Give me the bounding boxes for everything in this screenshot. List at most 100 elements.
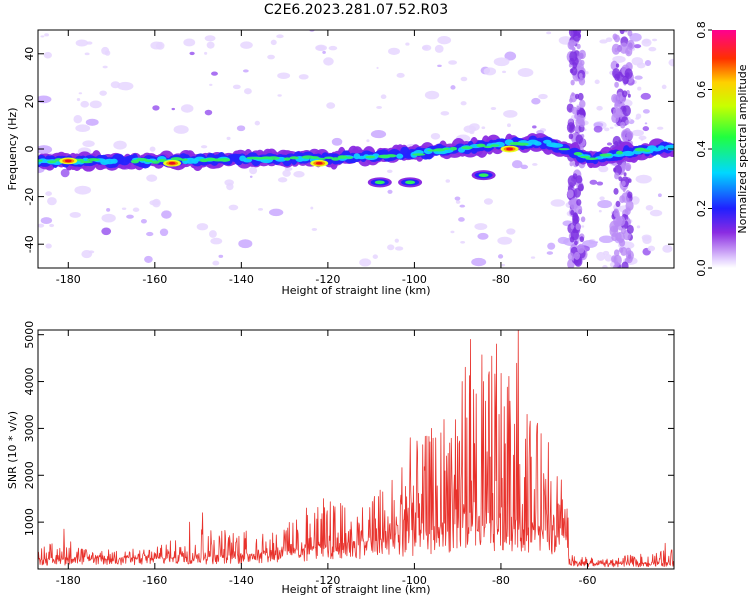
spectrogram-speckle xyxy=(434,44,444,53)
spectrogram-band-blob xyxy=(144,159,153,163)
spectrogram-speckle xyxy=(210,237,223,245)
spectrogram-noise-column xyxy=(573,187,582,198)
spectrogram-speckle xyxy=(656,126,664,130)
spectrogram-speckle xyxy=(267,54,275,60)
spectrogram-noise-column xyxy=(567,252,575,261)
spectrogram-peak xyxy=(168,161,176,165)
spectrogram-noise-column xyxy=(579,59,585,66)
spectrogram-noise-column xyxy=(621,261,629,268)
spectrogram-band-blob xyxy=(490,144,500,147)
spectrogram-speckle xyxy=(598,165,609,173)
spectrogram-speckle xyxy=(121,207,127,210)
spectrogram-speckle xyxy=(501,263,506,267)
spectrogram-speckle xyxy=(171,107,176,111)
spectrogram-band-blob xyxy=(317,157,326,161)
spectrogram-speckle xyxy=(648,46,657,52)
snr-x-tick-label: -60 xyxy=(578,574,596,587)
spectrogram-noise-column xyxy=(621,180,626,187)
spectrogram-speckle xyxy=(604,127,610,132)
spectrogram-speckle xyxy=(282,169,291,177)
spectrogram-speckle xyxy=(82,140,95,147)
spectrogram-speckle xyxy=(146,231,154,237)
spectrogram-speckle xyxy=(589,179,598,185)
spectrogram-secondary-feature xyxy=(405,180,416,185)
spectrogram-speckle xyxy=(132,207,140,212)
spectrogram-axes: -180 -160 -140 -120 -100 -80 -60 -40 -20 0 20 40 xyxy=(23,30,674,286)
spectrogram-band-blob xyxy=(130,159,140,164)
spectrogram-speckle xyxy=(380,94,387,100)
spectrogram-band-blob xyxy=(558,147,570,151)
spectrogram-speckle xyxy=(359,258,372,267)
spectrogram-speckle xyxy=(102,65,108,69)
spectrogram-speckle xyxy=(641,234,652,241)
spectrogram-speckle xyxy=(483,67,497,76)
colorbar-label: Normalized spectral amplitude xyxy=(736,64,749,233)
spectrogram-speckle xyxy=(483,198,493,205)
snr-y-tick-label: 5000 xyxy=(23,321,36,349)
spectrogram-speckle xyxy=(366,139,370,143)
spectrogram-speckle xyxy=(661,84,667,90)
spectrogram-speckle xyxy=(232,84,241,90)
spectrogram-speckle xyxy=(640,92,651,100)
spectrogram-speckle xyxy=(477,232,489,240)
spectrogram-band-blob xyxy=(346,156,353,159)
spectrogram-noise-column xyxy=(613,34,620,43)
spectrogram-band-blob xyxy=(385,154,397,158)
spectrogram-speckle xyxy=(437,64,442,68)
spectrogram-speckle xyxy=(630,196,640,205)
spectrogram-noise-column xyxy=(578,72,583,79)
spectrogram-speckle xyxy=(226,182,234,191)
spectrogram-speckle xyxy=(596,181,604,186)
spectrogram-speckle xyxy=(40,35,45,38)
spectrogram-speckle xyxy=(634,75,643,80)
spectrogram-band-blob xyxy=(573,151,583,156)
spectrogram-speckle xyxy=(80,100,90,108)
spectrogram-noise-column xyxy=(572,31,581,42)
spectrogram-band-blob xyxy=(80,160,93,164)
spectrogram-band-blob xyxy=(664,144,674,151)
spectrogram-noise-column xyxy=(570,79,575,86)
spectrogram-peak xyxy=(64,159,72,163)
spectrogram-speckle xyxy=(144,255,153,263)
spectrogram-band-blob xyxy=(585,157,599,161)
spectrogram-speckle xyxy=(218,254,224,258)
spectrogram-speckle xyxy=(69,212,81,218)
spectrogram-speckle xyxy=(662,244,673,253)
spectrogram-noise-column xyxy=(571,92,575,97)
snr-series-line xyxy=(38,330,674,568)
spectrogram-speckle xyxy=(277,177,288,183)
snr-x-tick-label: -100 xyxy=(402,574,427,587)
spectrogram-speckle xyxy=(244,88,252,95)
spectrogram-speckle xyxy=(635,174,652,184)
spectrogram-speckle xyxy=(454,196,461,201)
spectrogram-speckle xyxy=(49,223,55,228)
spectrogram-noise-column xyxy=(617,215,626,227)
spectrogram-x-tick-label: -100 xyxy=(402,273,427,286)
spectrogram-speckle xyxy=(490,106,497,111)
spectrogram-speckle xyxy=(254,120,260,126)
spectrogram-speckle xyxy=(173,125,189,134)
spectrogram-noise-column xyxy=(612,226,618,233)
spectrogram-speckle xyxy=(387,244,395,251)
spectrogram-speckle xyxy=(84,52,90,56)
spectrogram-band-blob xyxy=(86,158,100,162)
spectrogram-band-blob xyxy=(219,158,231,162)
spectrogram-speckle xyxy=(276,34,284,39)
spectrogram-band-blob xyxy=(658,145,665,150)
snr-x-tick-label: -120 xyxy=(315,574,340,587)
spectrogram-speckle xyxy=(520,164,529,170)
spectrogram-speckle xyxy=(236,125,246,132)
spectrogram-speckle xyxy=(604,254,613,262)
colorbar-tick-label: 0.0 xyxy=(695,259,708,277)
snr-panel: -180 -160 -140 -120 -100 -80 -60 1000 2000 3000 40… xyxy=(6,321,675,596)
spectrogram-speckle xyxy=(594,79,600,85)
spectrogram-band-blob xyxy=(516,142,529,146)
spectrogram-speckle xyxy=(460,101,467,106)
spectrogram-noise-column xyxy=(579,119,586,128)
spectrogram-x-axis-label: Height of straight line (km) xyxy=(281,284,430,297)
spectrogram-band-blob xyxy=(643,149,651,152)
spectrogram-speckle xyxy=(152,105,160,111)
snr-y-tick-label: 3000 xyxy=(23,414,36,442)
spectrogram-speckle xyxy=(310,206,314,210)
spectrogram-noise-column xyxy=(626,130,634,140)
